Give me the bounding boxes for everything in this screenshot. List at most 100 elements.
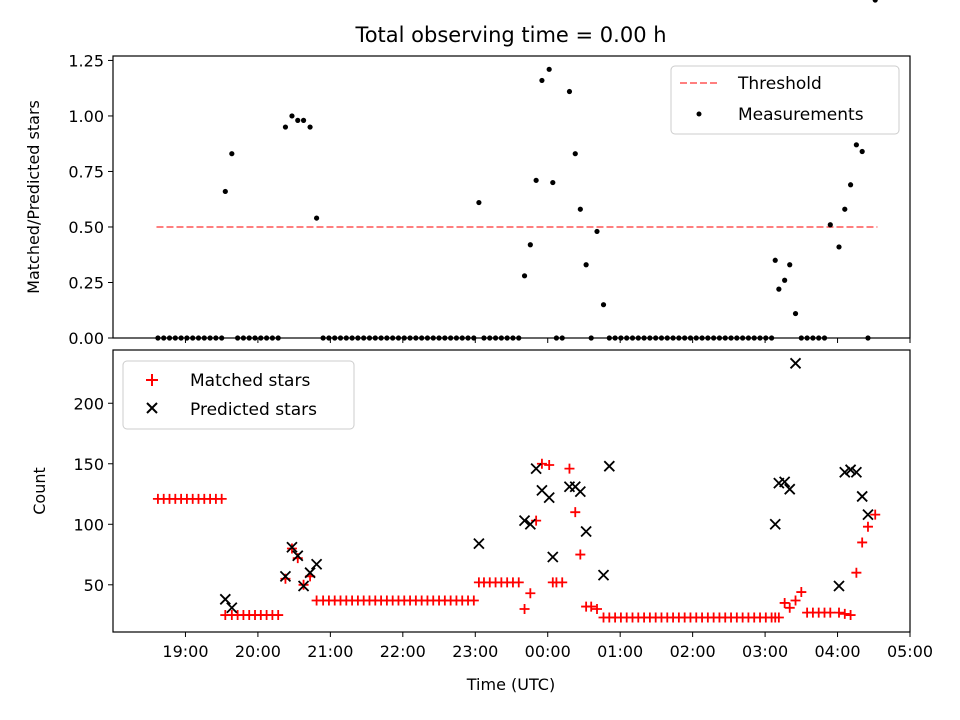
matched-point (839, 608, 850, 619)
matched-point (790, 595, 801, 606)
matched-point (851, 567, 862, 578)
chart-title: Total observing time = 0.00 h (354, 23, 666, 47)
matched-point (564, 463, 575, 474)
measurement-point (782, 277, 788, 283)
count-y-tick-label: 150 (73, 455, 104, 474)
predicted-point (850, 466, 863, 478)
measurement-point (847, 182, 854, 188)
matched-point (468, 595, 479, 606)
measurement-point (550, 179, 556, 186)
count-y-axis-label: Count (30, 467, 49, 515)
predicted-point (297, 580, 310, 592)
measurement-point (859, 148, 865, 155)
measurement-point (566, 88, 573, 95)
measurement-point (772, 257, 778, 263)
count-x-tick-label: 23:00 (452, 642, 498, 661)
matched-point (586, 601, 597, 612)
matched-point (870, 509, 881, 520)
predicted-point (219, 593, 231, 605)
count-x-tick-label: 20:00 (235, 642, 281, 661)
ratio-y-axis-label: Matched/Predicted stars (24, 100, 43, 294)
matched-point (825, 607, 836, 618)
count-x-tick-label: 19:00 (162, 642, 208, 661)
count-x-tick-label: 22:00 (380, 642, 426, 661)
predicted-point (543, 492, 555, 504)
measurement-point (577, 206, 583, 212)
measurement-point (222, 188, 228, 195)
measurement-point (539, 77, 545, 84)
measurement-point (583, 262, 589, 268)
measurement-point (594, 228, 600, 235)
measurement-point (827, 222, 833, 228)
matched-point (575, 549, 586, 560)
measurement-point (572, 151, 578, 157)
matched-point (557, 577, 568, 588)
predicted-point (833, 580, 845, 592)
ratio-y-tick-label: 0.00 (68, 329, 104, 348)
matched-point (591, 604, 602, 615)
predicted-point (304, 567, 316, 579)
ratio-legend: Threshold Measurements (670, 65, 900, 135)
matched-point (513, 577, 524, 588)
measurement-point (533, 177, 539, 183)
predicted-point (856, 490, 868, 503)
count-x-tick-label: 01:00 (597, 642, 643, 661)
predicted-point (292, 550, 304, 562)
matched-point (857, 537, 868, 548)
count-x-tick-label: 03:00 (742, 642, 788, 661)
measurement-point (776, 286, 782, 292)
ratio-y-tick-label: 0.50 (68, 218, 104, 237)
predicted-point (574, 485, 586, 498)
count-legend: Matched stars Predicted stars (122, 360, 355, 430)
matched-point (796, 587, 807, 598)
matched-legend-label: Matched stars (190, 371, 310, 391)
predicted-point (547, 551, 559, 563)
ratio-y-tick-label: 1.00 (68, 107, 104, 126)
measurement-point (300, 117, 307, 123)
measurement-point (787, 262, 793, 268)
matched-point (862, 521, 873, 532)
predicted-point (310, 558, 323, 570)
matched-point (833, 607, 844, 618)
count-y-tick-label: 100 (73, 515, 104, 534)
predicted-point (839, 466, 851, 478)
predicted-point (844, 464, 857, 476)
measurement-point (282, 124, 289, 130)
x-axis-label: Time (UTC) (466, 675, 555, 694)
matched-point (570, 507, 581, 518)
measurement-point (476, 199, 482, 206)
predicted-legend-label: Predicted stars (190, 400, 317, 420)
ratio-y-tick-label: 0.25 (68, 273, 104, 292)
matched-legend-swatch (146, 374, 158, 386)
count-panel: 50 100 150 200 19:00 20:00 21:00 22:00 23:00 00:… (30, 349, 933, 694)
measurement-point (229, 151, 235, 157)
predicted-point (779, 476, 791, 488)
matched-point (773, 612, 784, 623)
count-x-tick-label: 21:00 (307, 642, 353, 661)
count-legend-box (122, 360, 355, 430)
matched-point (525, 588, 536, 599)
measurement-point (842, 206, 848, 212)
predicted-point (530, 462, 542, 475)
predicted-legend-swatch (146, 402, 158, 414)
measurement-point (792, 310, 799, 317)
predicted-point (286, 541, 298, 553)
predicted-point (226, 602, 238, 614)
measurement-point (313, 215, 320, 221)
count-x-tick-label: 02:00 (670, 642, 716, 661)
measurements-legend-label: Measurements (738, 105, 864, 125)
measurement-point (836, 244, 842, 250)
measurement-point (289, 113, 295, 119)
predicted-point (518, 515, 531, 527)
ratio-panel: 0.00 0.25 0.50 0.75 1.00 1.25 Matched/Predict… (24, 0, 911, 348)
predicted-point (524, 518, 536, 530)
ratio-plot-frame (112, 55, 911, 339)
predicted-point (279, 570, 292, 582)
matched-point (519, 604, 530, 615)
count-x-tick-label: 05:00 (887, 642, 933, 661)
ratio-legend-box (670, 65, 900, 135)
predicted-point (769, 518, 781, 530)
measurement-point (853, 142, 859, 148)
predicted-point (597, 569, 610, 581)
